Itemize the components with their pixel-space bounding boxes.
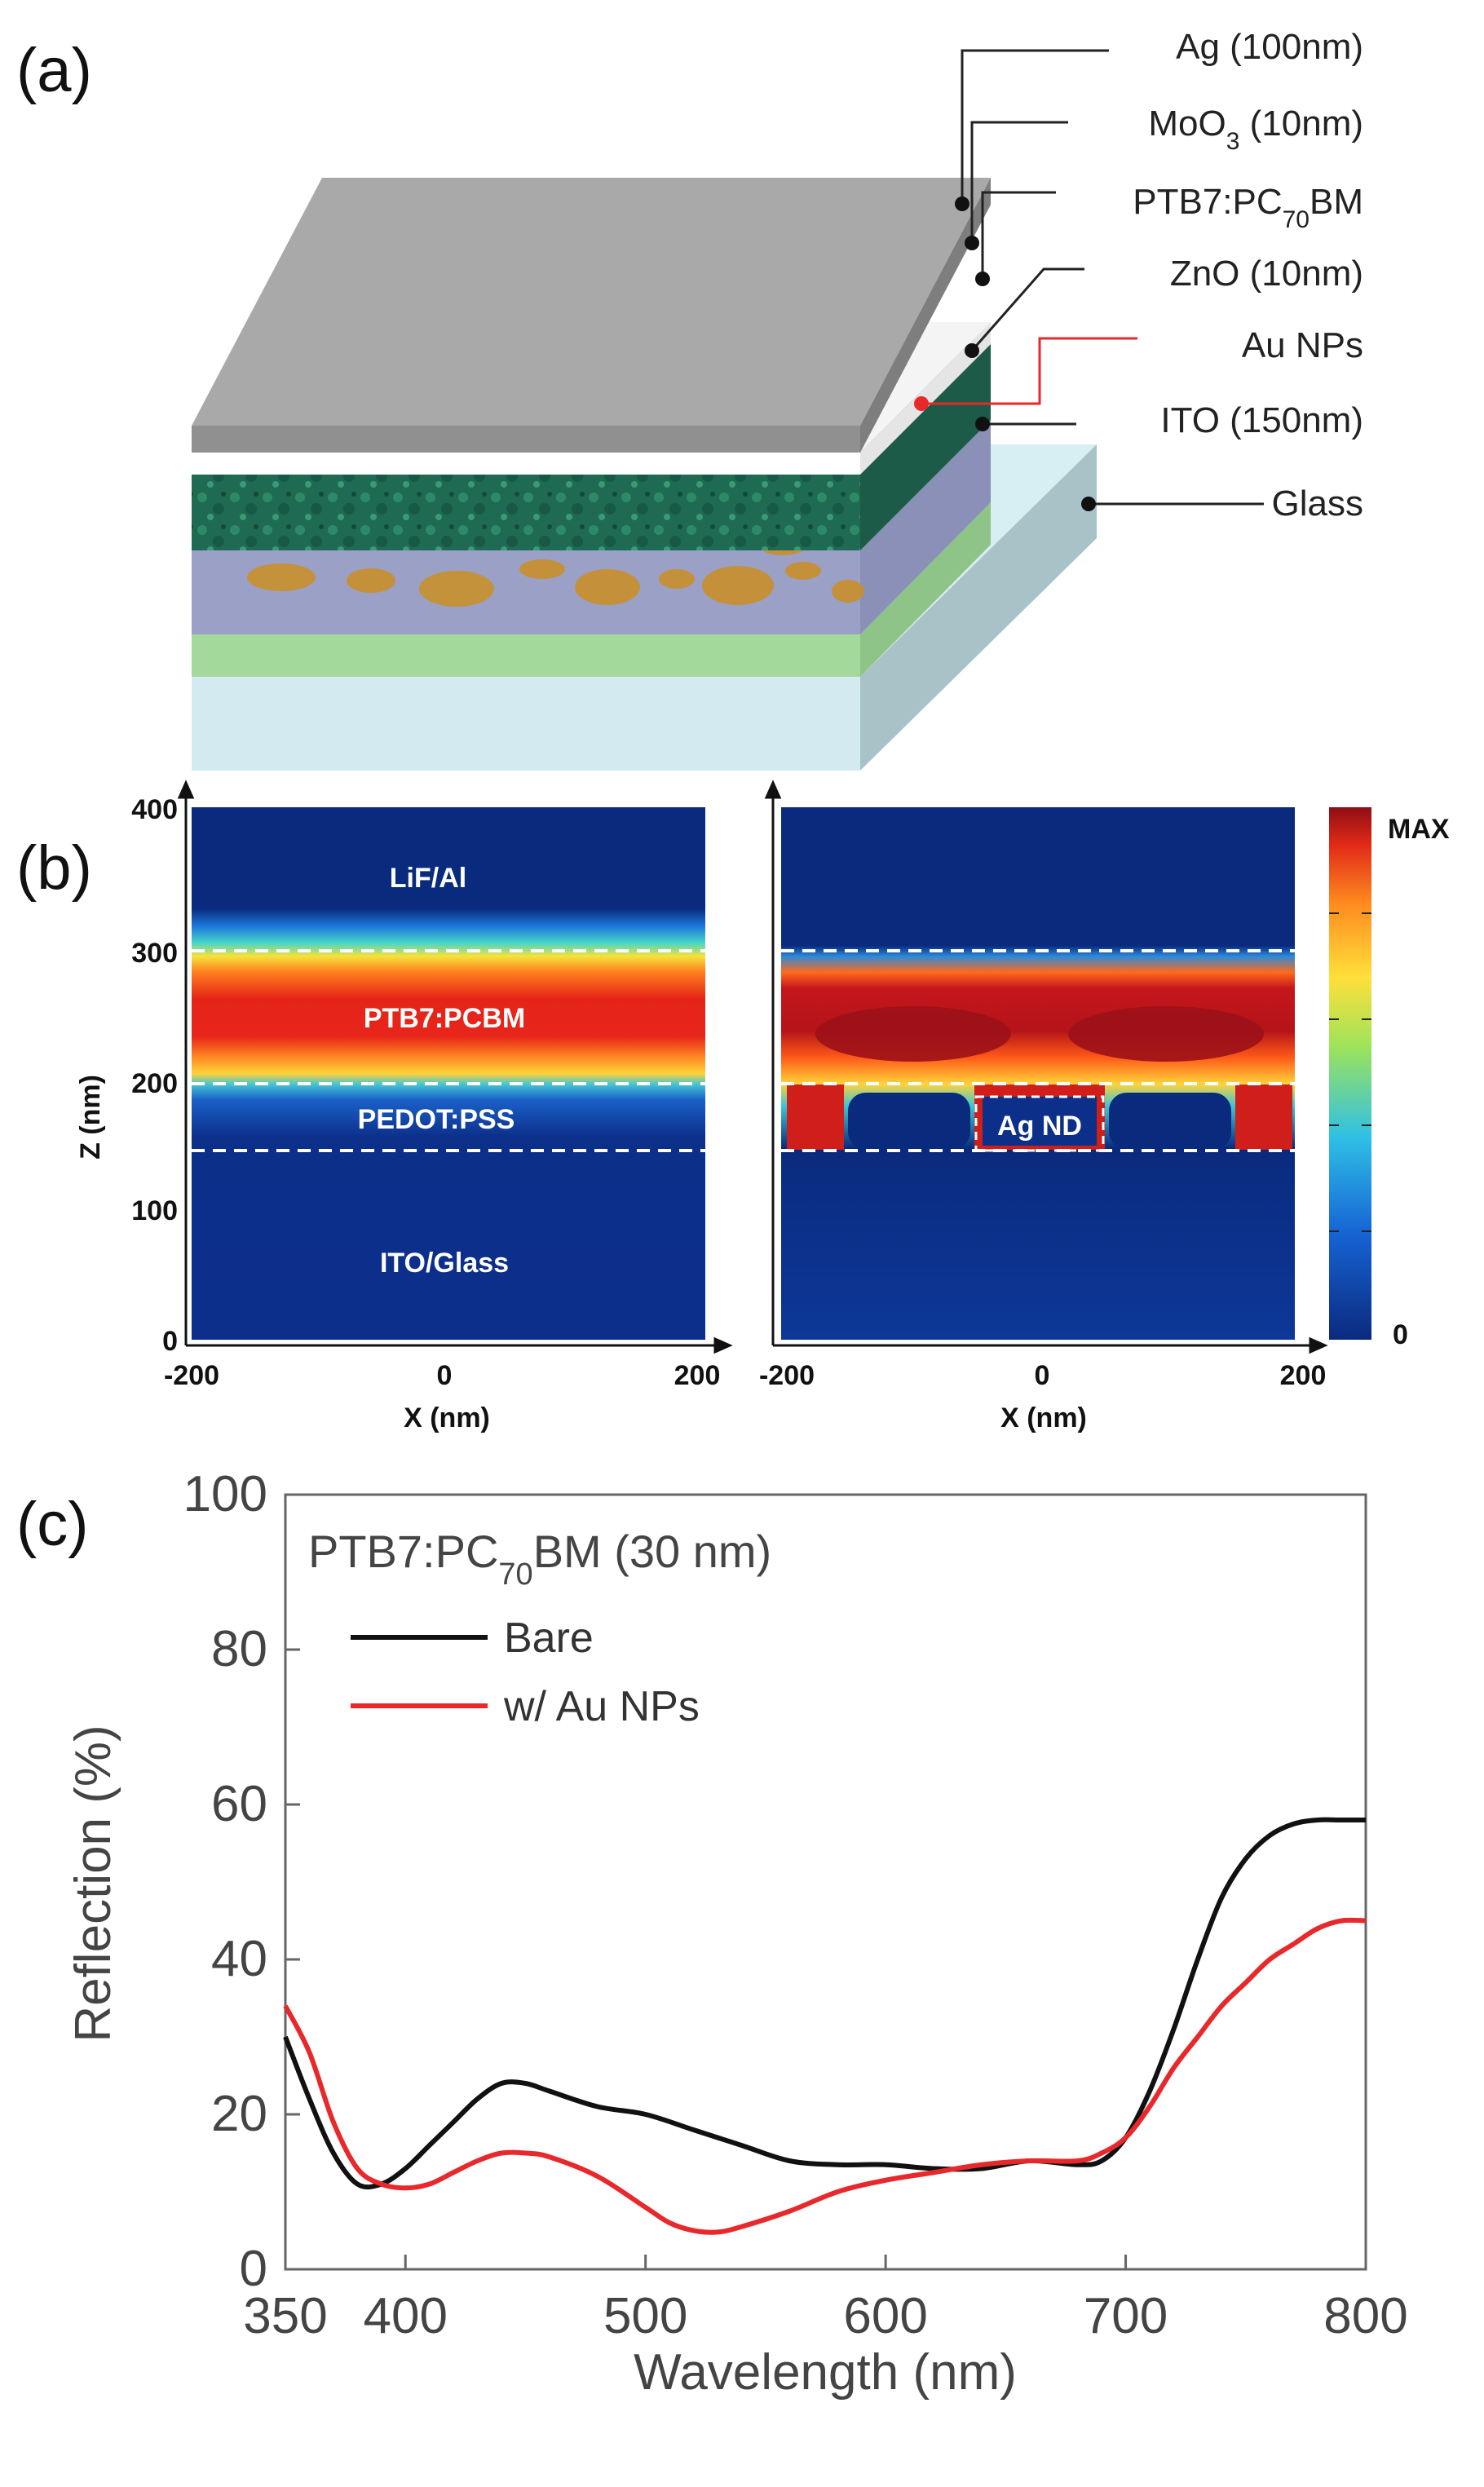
glass-layer-side bbox=[860, 444, 1097, 771]
x-tick: -200 bbox=[164, 1360, 219, 1391]
x-tick-label: 500 bbox=[603, 2288, 687, 2344]
left-field-map: LiF/Al PTB7:PCBM PEDOT:PSS ITO/Glass bbox=[192, 807, 705, 1340]
y-tick-label: 20 bbox=[211, 2086, 267, 2142]
chart-x-label: Wavelength (nm) bbox=[634, 2344, 1017, 2401]
z-axis-label: Z (nm) bbox=[75, 1075, 106, 1160]
label-ag: Ag (100nm) bbox=[1176, 27, 1363, 67]
label-moo3: MoO3 (10nm) bbox=[1148, 104, 1363, 155]
layer-label-lif-al: LiF/Al bbox=[390, 863, 466, 894]
colorbar: MAX 0 bbox=[1329, 807, 1450, 1350]
series-line-bare bbox=[283, 1817, 1366, 2190]
chart-ticks: 350 400 500 600 700 800 0 20 40 60 80 100 bbox=[183, 1466, 1408, 2344]
panel-b-y-ticks: 400 300 200 100 0 bbox=[131, 794, 178, 1357]
label-glass: Glass bbox=[1272, 484, 1363, 523]
x-tick: 200 bbox=[1280, 1360, 1327, 1391]
z-tick: 200 bbox=[131, 1068, 178, 1099]
panel-b-x-ticks-right: -200 0 200 bbox=[759, 1360, 1326, 1391]
x-tick-label: 400 bbox=[363, 2288, 447, 2344]
chart-series bbox=[283, 1817, 1367, 2235]
layer-label-pedot-pss: PEDOT:PSS bbox=[358, 1104, 515, 1135]
layer-labels: Ag (100nm) MoO3 (10nm) PTB7:PC70BM ZnO (… bbox=[1133, 27, 1363, 523]
x-tick-label: 600 bbox=[843, 2288, 927, 2344]
y-tick-label: 0 bbox=[240, 2241, 267, 2297]
x-tick: 0 bbox=[1035, 1360, 1050, 1391]
ag-layer-side bbox=[860, 178, 991, 453]
x-tick: -200 bbox=[759, 1360, 815, 1391]
ptb7-layer-side bbox=[860, 344, 991, 550]
chart-legend: Bare w/ Au NPs bbox=[351, 1615, 700, 1730]
ag-layer-top bbox=[192, 178, 991, 426]
panel-b: (b) LiF/Al PTB7:PCBM PEDOT:PSS ITO/Glass bbox=[16, 780, 1450, 1433]
right-field-map: Ag ND bbox=[781, 807, 1295, 1340]
panel-b-axes bbox=[177, 780, 1328, 1354]
z-tick: 0 bbox=[162, 1326, 178, 1357]
device-stack-illustration bbox=[192, 178, 1097, 771]
panel-c: (c) 350 400 500 600 700 800 0 20 40 60 80 100 PTB7:… bbox=[16, 1466, 1408, 2401]
x-tick-label: 700 bbox=[1084, 2288, 1168, 2344]
panel-a: (a) bbox=[16, 27, 1363, 771]
ito-layer-side bbox=[860, 502, 991, 677]
y-tick-label: 100 bbox=[183, 1466, 267, 1522]
panel-c-label: (c) bbox=[16, 1490, 89, 1559]
z-tick: 300 bbox=[131, 938, 178, 969]
series-line-au-nps bbox=[283, 1917, 1367, 2235]
y-tick-label: 60 bbox=[211, 1776, 267, 1832]
layer-label-ptb7-pcbm: PTB7:PCBM bbox=[364, 1003, 525, 1034]
legend-label-bare: Bare bbox=[504, 1615, 594, 1662]
z-tick: 400 bbox=[131, 794, 178, 825]
y-tick-label: 80 bbox=[211, 1621, 267, 1677]
layer-label-ito-glass: ITO/Glass bbox=[380, 1248, 509, 1279]
panel-a-label: (a) bbox=[16, 36, 92, 105]
y-tick-label: 40 bbox=[211, 1931, 267, 1987]
x-tick: 200 bbox=[674, 1360, 721, 1391]
x-axis-label-right: X (nm) bbox=[1000, 1403, 1087, 1433]
chart-frame bbox=[284, 1493, 1367, 2271]
x-tick-label: 350 bbox=[243, 2288, 327, 2344]
chart-title: PTB7:PC70BM (30 nm) bbox=[308, 1526, 771, 1592]
x-tick-label: 800 bbox=[1323, 2288, 1407, 2344]
legend-label-au-nps: w/ Au NPs bbox=[503, 1683, 700, 1730]
ag-nd-label: Ag ND bbox=[997, 1111, 1082, 1142]
x-tick: 0 bbox=[437, 1360, 453, 1391]
label-ito: ITO (150nm) bbox=[1160, 400, 1363, 440]
label-au-nps: Au NPs bbox=[1242, 325, 1363, 365]
x-axis-label-left: X (nm) bbox=[404, 1403, 490, 1433]
colorbar-max-label: MAX bbox=[1388, 814, 1450, 845]
ag-nanodisk-outline bbox=[974, 1095, 1105, 1152]
label-ptb7-pc70bm: PTB7:PC70BM bbox=[1133, 182, 1363, 233]
label-zno: ZnO (10nm) bbox=[1170, 254, 1363, 294]
panel-b-x-ticks-left: -200 0 200 bbox=[164, 1360, 720, 1391]
colorbar-min-label: 0 bbox=[1393, 1319, 1408, 1350]
chart-y-label: Reflection (%) bbox=[65, 1725, 121, 2042]
layer-leaders bbox=[914, 49, 1264, 511]
glass-layer-front bbox=[192, 677, 860, 771]
moo3-layer-front bbox=[192, 453, 860, 475]
z-tick: 100 bbox=[131, 1195, 178, 1226]
zno-layer-side bbox=[860, 420, 991, 634]
ptb7-layer-front bbox=[192, 475, 860, 550]
ito-layer-front bbox=[192, 634, 860, 677]
ag-layer-front bbox=[192, 426, 860, 453]
panel-b-label: (b) bbox=[16, 833, 92, 903]
